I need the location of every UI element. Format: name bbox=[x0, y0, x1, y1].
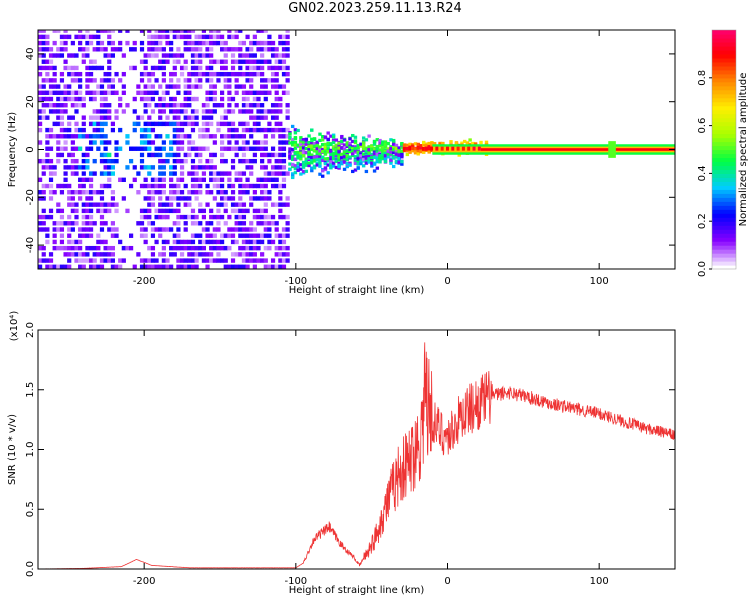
y-tick-label: 1.0 bbox=[25, 442, 36, 458]
y-tick-label: 0.0 bbox=[25, 561, 36, 577]
colorbar-frame bbox=[711, 29, 737, 270]
y-tick-label: 20 bbox=[25, 95, 36, 108]
y-tick-label: 2.0 bbox=[25, 322, 36, 338]
colorbar-tick-label: 0.2 bbox=[697, 213, 708, 229]
x-tick-label: -100 bbox=[284, 576, 307, 587]
y-tick-label: 1.5 bbox=[25, 382, 36, 398]
spectrogram bbox=[38, 30, 675, 269]
colorbar-tick-label: 0.6 bbox=[697, 118, 708, 134]
x-tick-label: 0 bbox=[444, 276, 450, 287]
y-tick-label: 0.5 bbox=[25, 501, 36, 517]
x-tick-label: -100 bbox=[284, 276, 307, 287]
y-tick-label: -40 bbox=[25, 237, 36, 253]
y-axis-scale-label: (x10⁴) bbox=[9, 311, 20, 342]
colorbar-tick-label: 0.8 bbox=[697, 70, 708, 86]
y-axis-label: Frequency (Hz) bbox=[7, 112, 18, 188]
colorbar-tick-label: 0.0 bbox=[697, 261, 708, 277]
x-tick-label: -200 bbox=[133, 276, 156, 287]
x-tick-label: 0 bbox=[444, 576, 450, 587]
bottom-plot-frame bbox=[37, 329, 676, 570]
colorbar bbox=[712, 30, 736, 270]
y-tick-label: -20 bbox=[25, 189, 36, 205]
x-tick-label: 100 bbox=[590, 576, 609, 587]
colorbar-tick-label: 0.4 bbox=[697, 165, 708, 181]
snr-series-line bbox=[38, 342, 675, 569]
colorbar-label: Normalized spectral amplitude bbox=[738, 73, 749, 227]
x-axis-label: Height of straight line (km) bbox=[289, 285, 425, 296]
y-axis-label: SNR (10 * v/v) bbox=[7, 414, 18, 485]
chart-title: GN02.2023.259.11.13.R24 bbox=[288, 1, 462, 16]
x-tick-label: 100 bbox=[590, 276, 609, 287]
y-tick-label: 0 bbox=[25, 146, 36, 152]
x-tick-label: -200 bbox=[133, 576, 156, 587]
y-tick-label: 40 bbox=[25, 48, 36, 61]
x-axis-label: Height of straight line (km) bbox=[289, 585, 425, 596]
